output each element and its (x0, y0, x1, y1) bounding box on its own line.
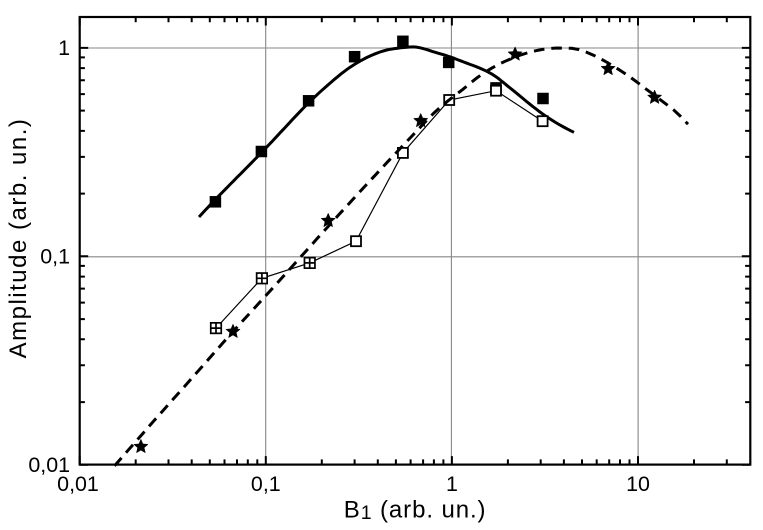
svg-text:0,1: 0,1 (40, 245, 70, 269)
svg-text:1: 1 (446, 472, 458, 496)
svg-text:Amplitude (arb. un.): Amplitude (arb. un.) (5, 118, 32, 359)
svg-text:0,1: 0,1 (251, 472, 281, 496)
svg-text:10: 10 (626, 472, 650, 496)
svg-text:0,01: 0,01 (57, 472, 99, 496)
svg-text:0,01: 0,01 (28, 453, 70, 477)
svg-text:1: 1 (58, 36, 70, 60)
